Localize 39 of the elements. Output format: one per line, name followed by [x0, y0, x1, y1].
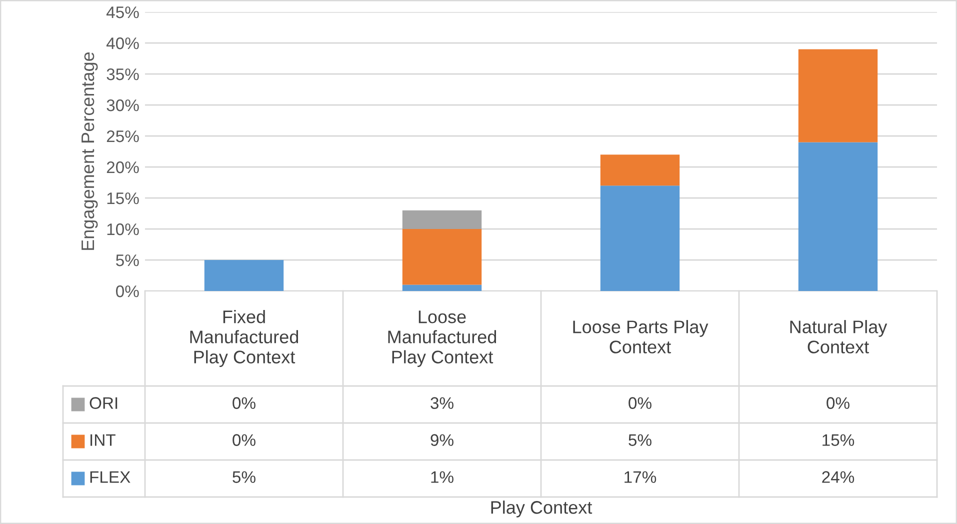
x-tick-label: Loose Parts Play Context [573, 320, 708, 354]
y-tick-label: 45% [106, 6, 139, 18]
x-tick-label: Natural Play Context [790, 320, 888, 354]
data-label: 17% [624, 471, 656, 483]
text: Play Context [491, 500, 592, 518]
data-label: 0% [232, 434, 256, 446]
data-label: 5% [232, 471, 256, 483]
data-label: 0% [628, 397, 652, 409]
y-axis-title: Engagement Percentage [82, 52, 98, 250]
y-tick-label: 40% [106, 37, 139, 50]
data-label: 5% [628, 434, 652, 446]
x-tick-label: Loose Manufactured Play Context [388, 310, 496, 368]
legend-label: ORI [90, 397, 118, 409]
legend-label: FLEX [90, 471, 130, 483]
data-label: 0% [826, 397, 850, 409]
y-tick-label: 10% [107, 223, 139, 236]
data-label: 0% [232, 397, 256, 409]
bar [798, 49, 878, 142]
x-tick-label: Fixed Manufactured Play Context [190, 310, 298, 368]
bar [600, 154, 680, 186]
bar [204, 260, 284, 291]
bar [798, 142, 878, 291]
y-tick-label: 0% [116, 285, 139, 298]
y-tick-label: 15% [107, 192, 139, 204]
bar [600, 186, 680, 291]
bar [402, 229, 482, 285]
y-tick-label: 30% [106, 99, 139, 112]
bar [402, 210, 482, 229]
y-tick-label: 25% [106, 130, 139, 142]
legend-label: INT [90, 434, 116, 446]
data-label: 24% [822, 471, 854, 483]
data-label: 1% [431, 471, 454, 483]
y-tick-label: 35% [106, 68, 139, 80]
y-tick-label: 20% [106, 161, 139, 174]
data-label: 15% [822, 434, 854, 446]
y-tick-label: 5% [116, 254, 139, 266]
data-label: 3% [430, 397, 454, 409]
bar [402, 284, 482, 291]
data-label: 9% [430, 434, 454, 446]
